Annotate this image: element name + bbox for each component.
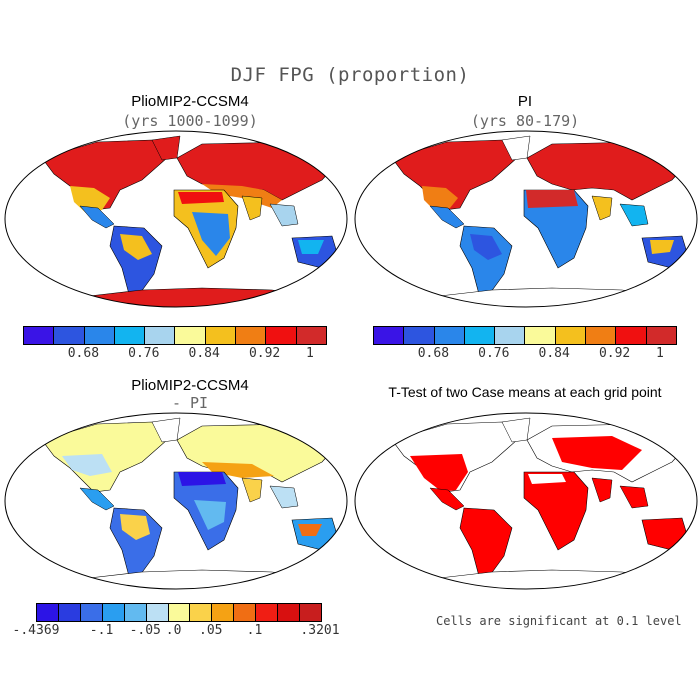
map-panel-pi (354, 130, 698, 308)
panel3-subtitle: - PI (171, 394, 209, 412)
panel2-title: PI (517, 93, 533, 110)
colorbar-tick-label: 0.84 (188, 346, 220, 361)
colorbar-swatch (464, 327, 496, 344)
colorbar-tick-label: .1 (246, 623, 263, 638)
colorbar-swatch (555, 327, 587, 344)
colorbar-tick-label: .0 (165, 623, 182, 638)
colorbar-swatch (146, 604, 169, 621)
colorbar-swatch (37, 604, 59, 621)
colorbar-tick-label: 1 (305, 346, 314, 361)
colorbar-swatch (300, 604, 321, 621)
map-panel-plio (4, 130, 348, 308)
colorbar-swatch (278, 604, 301, 621)
colorbar-swatch (236, 327, 267, 344)
colorbar-tick-label: .3201 (300, 623, 340, 638)
colorbar-swatch (266, 327, 297, 344)
colorbar-swatch (54, 327, 85, 344)
colorbar-diff (36, 603, 322, 622)
colorbar-swatch (58, 604, 81, 621)
panel2-subtitle: (yrs 80-179) (470, 112, 580, 130)
colorbar-swatch (102, 604, 125, 621)
colorbar-swatch (646, 327, 676, 344)
colorbar-tick-label: 1 (655, 346, 664, 361)
map-panel-diff (4, 412, 348, 590)
map-panel-ttest (354, 412, 698, 590)
colorbar-swatch (24, 327, 55, 344)
colorbar-tick-label: -.1 (89, 623, 114, 638)
panel4-title: T-Test of two Case means at each grid po… (388, 384, 662, 400)
colorbar-swatch (234, 604, 257, 621)
colorbar-tick-label: 0.68 (417, 346, 450, 361)
colorbar-swatch (190, 604, 213, 621)
colorbar-swatch (434, 327, 465, 344)
colorbar-swatch (374, 327, 405, 344)
colorbar-swatch (124, 604, 147, 621)
colorbar-swatch (80, 604, 103, 621)
colorbar-swatch (404, 327, 435, 344)
panel3-title: PlioMIP2-CCSM4 (131, 377, 249, 394)
figure-title: DJF FPG (proportion) (230, 64, 470, 86)
colorbar-swatch (256, 604, 279, 621)
colorbar-tick-label: 0.92 (248, 346, 281, 361)
significance-note: Cells are significant at 0.1 level (436, 614, 682, 628)
colorbar-swatch (114, 327, 146, 344)
colorbar-tick-label: .05 (199, 623, 223, 638)
colorbar-tick-label: -.05 (129, 623, 161, 638)
colorbar-swatch (175, 327, 206, 344)
north-america (41, 139, 168, 211)
colorbar-pi (373, 326, 677, 345)
colorbar-swatch (84, 327, 115, 344)
colorbar-swatch (212, 604, 235, 621)
colorbar-swatch (168, 604, 191, 621)
colorbar-swatch (205, 327, 237, 344)
colorbar-swatch (495, 327, 526, 344)
colorbar-swatch (586, 327, 617, 344)
colorbar-swatch (616, 327, 647, 344)
colorbar-plio (23, 326, 327, 345)
colorbar-swatch (525, 327, 556, 344)
colorbar-tick-label: 0.84 (538, 346, 570, 361)
colorbar-tick-label: 0.76 (128, 346, 160, 361)
colorbar-swatch (296, 327, 326, 344)
panel1-title: PlioMIP2-CCSM4 (131, 93, 249, 110)
colorbar-tick-label: 0.76 (478, 346, 510, 361)
colorbar-swatch (145, 327, 176, 344)
panel1-subtitle: (yrs 1000-1099) (122, 112, 258, 130)
colorbar-tick-label: -.4369 (12, 623, 60, 638)
colorbar-tick-label: 0.68 (67, 346, 100, 361)
colorbar-tick-label: 0.92 (598, 346, 631, 361)
